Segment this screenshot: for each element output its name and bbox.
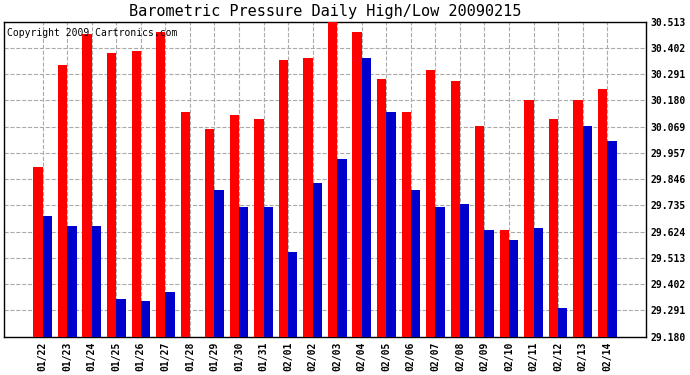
Bar <box>435 207 445 337</box>
Bar <box>484 230 494 337</box>
Bar <box>533 228 543 337</box>
Bar <box>558 308 567 337</box>
Bar <box>607 141 617 337</box>
Bar <box>264 207 273 337</box>
Bar <box>362 58 371 337</box>
Bar <box>386 112 395 337</box>
Bar <box>92 226 101 337</box>
Bar <box>132 51 141 337</box>
Bar <box>426 70 435 337</box>
Text: Copyright 2009 Cartronics.com: Copyright 2009 Cartronics.com <box>8 28 178 38</box>
Bar <box>33 166 43 337</box>
Bar <box>181 112 190 337</box>
Bar <box>377 79 386 337</box>
Bar <box>304 58 313 337</box>
Bar <box>205 129 215 337</box>
Bar <box>239 207 248 337</box>
Bar <box>67 226 77 337</box>
Bar <box>156 32 166 337</box>
Bar <box>353 32 362 337</box>
Bar <box>451 81 460 337</box>
Bar <box>475 126 484 337</box>
Bar <box>43 216 52 337</box>
Bar <box>500 230 509 337</box>
Bar <box>58 65 67 337</box>
Bar <box>411 190 420 337</box>
Bar <box>215 190 224 337</box>
Bar <box>117 299 126 337</box>
Bar <box>337 159 346 337</box>
Bar <box>313 183 322 337</box>
Bar <box>82 34 92 337</box>
Bar <box>328 22 337 337</box>
Bar <box>107 53 117 337</box>
Bar <box>279 60 288 337</box>
Bar <box>254 119 264 337</box>
Bar <box>549 119 558 337</box>
Title: Barometric Pressure Daily High/Low 20090215: Barometric Pressure Daily High/Low 20090… <box>129 4 521 19</box>
Bar <box>573 100 582 337</box>
Bar <box>582 126 592 337</box>
Bar <box>509 240 518 337</box>
Bar <box>598 88 607 337</box>
Bar <box>141 301 150 337</box>
Bar <box>524 100 533 337</box>
Bar <box>166 292 175 337</box>
Bar <box>460 204 469 337</box>
Bar <box>402 112 411 337</box>
Bar <box>288 252 297 337</box>
Bar <box>230 114 239 337</box>
